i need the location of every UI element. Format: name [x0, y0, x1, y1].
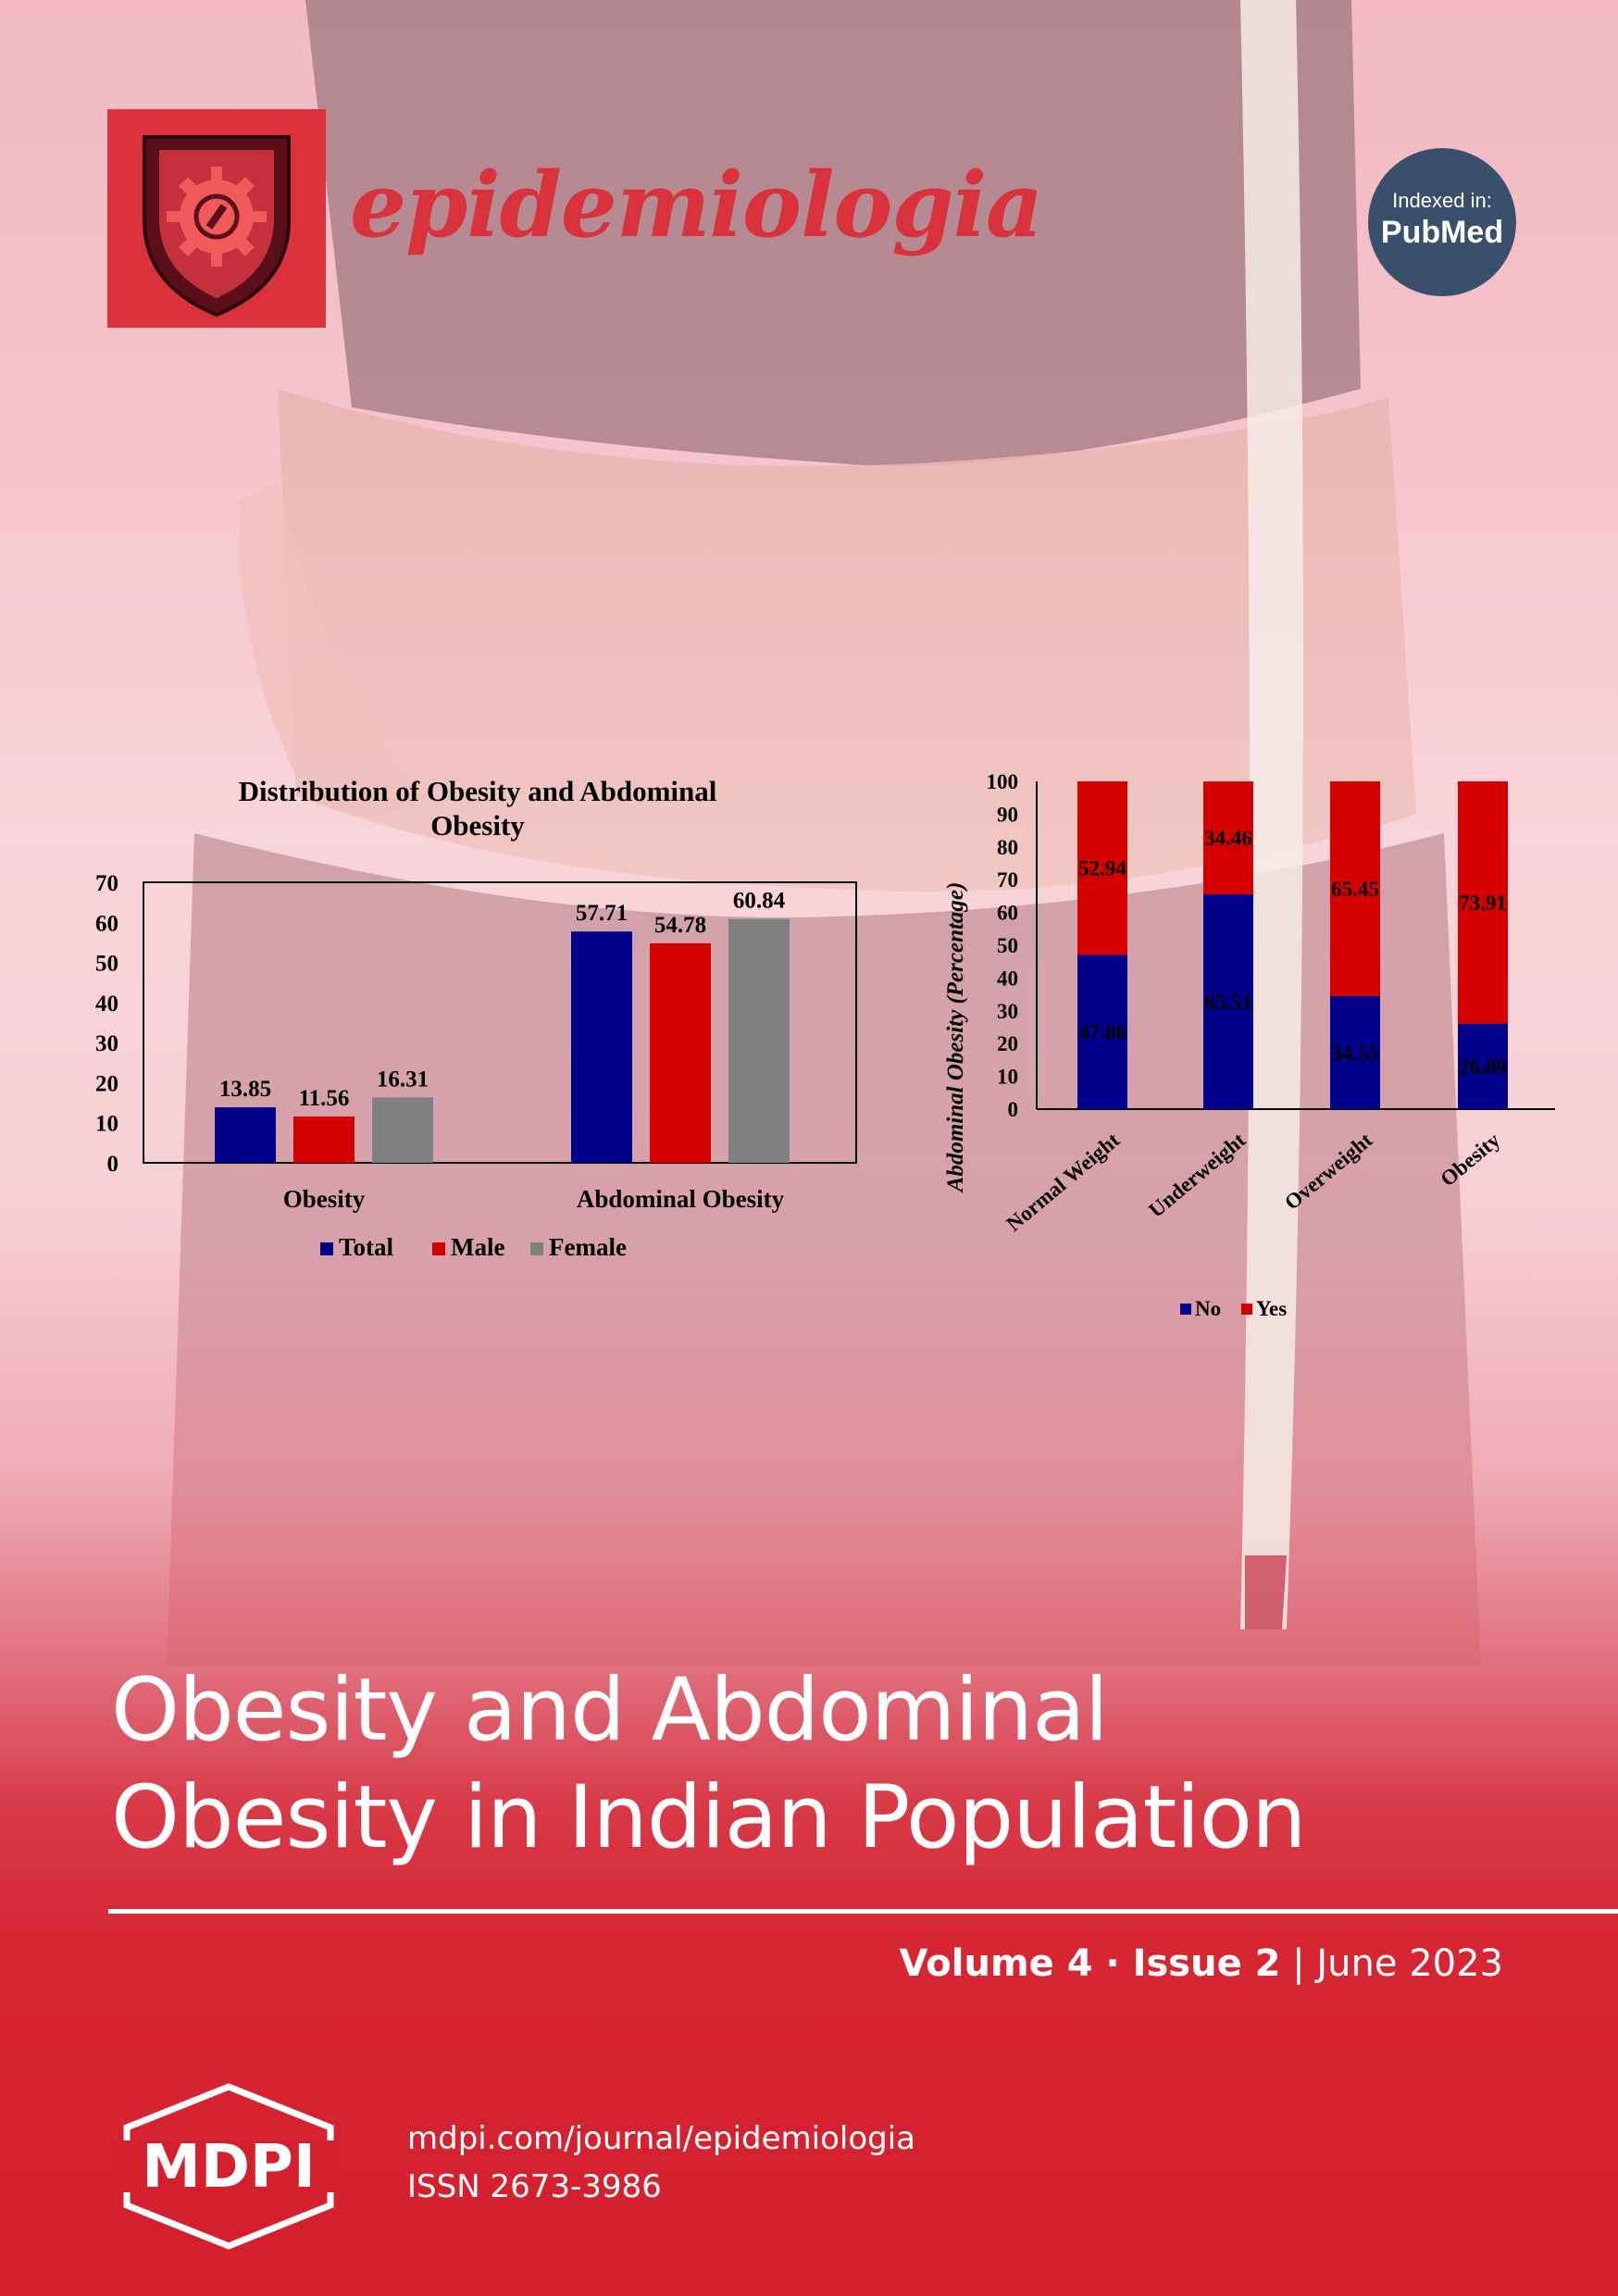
badge-label: Indexed in: [1392, 189, 1492, 212]
title-divider [108, 1909, 1618, 1914]
y-tick-label: 100 [987, 770, 1019, 793]
publisher-name: MDPI [142, 2133, 316, 2202]
cover-title-line1: Obesity and Abdominal [111, 1660, 1109, 1761]
data-label: 34.46 [1204, 827, 1252, 850]
bar-female [728, 918, 790, 1163]
stack-yes [1330, 781, 1380, 996]
stack-yes [1203, 781, 1253, 895]
y-tick-label: 30 [997, 1000, 1018, 1023]
data-label: 52.94 [1078, 857, 1126, 880]
y-tick-label: 60 [997, 902, 1018, 925]
issue-label: Issue 2 [1132, 1942, 1281, 1985]
stack-no [1330, 995, 1380, 1109]
issue-date: June 2023 [1316, 1942, 1503, 1985]
bar-total [215, 1107, 276, 1163]
data-label: 34.55 [1331, 1042, 1379, 1065]
data-label: 65.51 [1204, 991, 1252, 1014]
data-label: 26.09 [1459, 1055, 1507, 1079]
data-label: 54.78 [654, 913, 706, 938]
data-label: 16.31 [377, 1067, 429, 1092]
cover-title-line2: Obesity in Indian Population [111, 1767, 1307, 1868]
cover-title: Obesity and Abdominal Obesity in Indian … [111, 1657, 1555, 1872]
plot-frame [143, 881, 857, 1164]
y-tick-label: 40 [95, 992, 118, 1017]
category-label: Underweight [1144, 1128, 1250, 1221]
journal-name: epidemiologia [350, 153, 1043, 257]
legend-swatch [1180, 1304, 1191, 1315]
category-label: Obesity [1436, 1128, 1504, 1191]
legend-label: Total [339, 1233, 394, 1261]
legend-label: No [1195, 1297, 1221, 1320]
category-label: Overweight [1280, 1128, 1376, 1214]
legend-label: Yes [1256, 1297, 1287, 1320]
bar-male [650, 942, 711, 1163]
mdpi-logo: MDPI [118, 2083, 340, 2250]
y-tick-label: 70 [997, 868, 1018, 892]
bar-total [571, 931, 632, 1163]
separator-pipe: | [1280, 1942, 1317, 1985]
volume-label: Volume 4 [899, 1942, 1093, 1985]
badge-pubmed: PubMed [1380, 215, 1504, 250]
legend-swatch [432, 1242, 445, 1255]
y-tick-label: 70 [95, 871, 118, 896]
separator-dot: · [1092, 1942, 1133, 1985]
legend-swatch [1241, 1304, 1252, 1315]
category-label: Normal Weight [1002, 1128, 1124, 1235]
pubmed-badge: Indexed in: PubMed [1368, 148, 1516, 296]
journal-logo [107, 109, 326, 328]
obesity-distribution-chart: Distribution of Obesity and Abdominal Ob… [95, 775, 857, 1261]
y-tick-label: 80 [997, 836, 1018, 859]
shield-icon [143, 135, 291, 318]
chart-title-line1: Distribution of Obesity and Abdominal [239, 775, 717, 807]
data-label: 73.91 [1459, 892, 1507, 915]
stack-no [1077, 955, 1127, 1109]
y-tick-label: 20 [997, 1032, 1018, 1055]
y-tick-label: 40 [997, 967, 1018, 990]
y-tick-label: 60 [95, 911, 118, 936]
bar-male [293, 1116, 355, 1163]
data-label: 11.56 [299, 1086, 350, 1111]
journal-issn: ISSN 2673-3986 [407, 2168, 662, 2205]
data-label: 47.06 [1078, 1021, 1126, 1044]
y-tick-label: 10 [95, 1112, 118, 1137]
y-tick-label: 10 [997, 1066, 1018, 1089]
category-label: Obesity [283, 1185, 366, 1213]
y-tick-label: 90 [997, 803, 1018, 826]
y-tick-label: 50 [95, 952, 118, 977]
chart-title-line2: Obesity [430, 809, 525, 842]
hexagon-icon [123, 2083, 334, 2250]
stack-yes [1458, 781, 1508, 1024]
stack-no [1203, 894, 1253, 1109]
issue-info: Volume 4 · Issue 2 | June 2023 [900, 1942, 1503, 1985]
abdominal-obesity-stacked-chart: Abdominal Obesity (Percentage) 0 10 20 30 40… [943, 770, 1555, 1320]
data-label: 65.45 [1331, 878, 1379, 901]
bar-female [372, 1097, 433, 1163]
journal-url[interactable]: mdpi.com/journal/epidemiologia [407, 2120, 915, 2157]
data-label: 13.85 [219, 1077, 271, 1102]
stack-no [1458, 1023, 1508, 1109]
data-label: 60.84 [733, 889, 786, 914]
y-tick-label: 20 [95, 1071, 118, 1096]
category-label: Abdominal Obesity [577, 1185, 785, 1213]
y-axis-label: Abdominal Obesity (Percentage) [943, 882, 968, 1194]
data-label: 57.71 [576, 901, 628, 926]
y-tick-label: 0 [107, 1152, 119, 1177]
y-tick-label: 50 [997, 934, 1018, 957]
legend-label: Male [451, 1233, 504, 1261]
stack-yes [1077, 781, 1127, 955]
y-tick-label: 0 [1008, 1098, 1019, 1121]
y-tick-label: 30 [95, 1031, 118, 1056]
legend-swatch [530, 1242, 543, 1255]
legend-swatch [320, 1242, 333, 1255]
legend-label: Female [549, 1233, 627, 1261]
